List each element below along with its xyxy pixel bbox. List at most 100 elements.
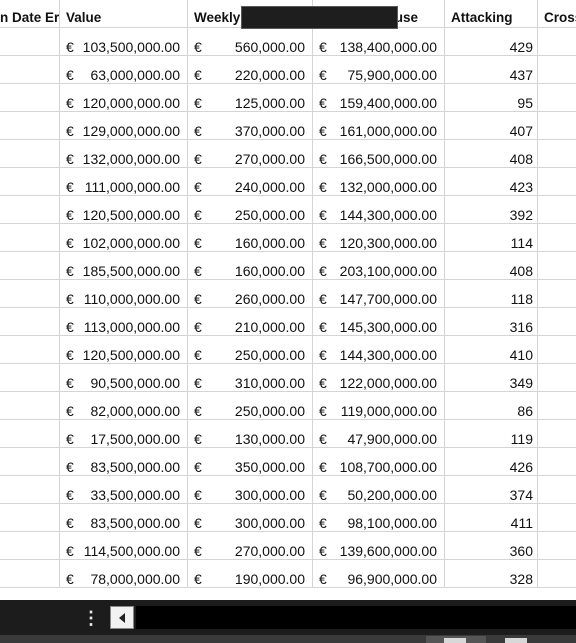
cell-cross[interactable] [538,336,576,364]
cell-date[interactable] [0,56,60,84]
cell-attacking[interactable]: 114 [445,224,538,252]
cell-release-clause[interactable]: €96,900,000.00 [313,560,445,588]
cell-release-clause[interactable]: €166,500,000.00 [313,140,445,168]
cell-attacking[interactable]: 349 [445,364,538,392]
cell-cross[interactable] [538,168,576,196]
cell-attacking[interactable]: 408 [445,252,538,280]
cell-release-clause[interactable]: €139,600,000.00 [313,532,445,560]
cell-weekly-wage[interactable]: €350,000.00 [188,448,313,476]
cell-date[interactable] [0,168,60,196]
cell-cross[interactable] [538,532,576,560]
cell-date[interactable] [0,336,60,364]
cell-weekly-wage[interactable]: €190,000.00 [188,560,313,588]
cell-cross[interactable] [538,560,576,588]
cell-value[interactable]: €90,500,000.00 [60,364,188,392]
cell-cross[interactable] [538,476,576,504]
cell-release-clause[interactable]: €98,100,000.00 [313,504,445,532]
cell-release-clause[interactable]: €132,000,000.00 [313,168,445,196]
cell-release-clause[interactable]: €145,300,000.00 [313,308,445,336]
cell-weekly-wage[interactable]: €250,000.00 [188,196,313,224]
cell-release-clause[interactable]: €75,900,000.00 [313,56,445,84]
cell-value[interactable]: €83,500,000.00 [60,448,188,476]
cell-date[interactable] [0,420,60,448]
cell-cross[interactable] [538,364,576,392]
cell-cross[interactable] [538,448,576,476]
cell-release-clause[interactable]: €203,100,000.00 [313,252,445,280]
cell-value[interactable]: €114,500,000.00 [60,532,188,560]
cell-value[interactable]: €120,500,000.00 [60,336,188,364]
cell-date[interactable] [0,224,60,252]
cell-release-clause[interactable]: €108,700,000.00 [313,448,445,476]
cell-cross[interactable] [538,280,576,308]
cell-weekly-wage[interactable]: €370,000.00 [188,112,313,140]
cell-date[interactable] [0,448,60,476]
cell-release-clause[interactable]: €144,300,000.00 [313,336,445,364]
horizontal-scrollbar-track[interactable] [136,606,576,629]
cell-date[interactable] [0,504,60,532]
cell-weekly-wage[interactable]: €210,000.00 [188,308,313,336]
cell-date[interactable] [0,308,60,336]
cell-value[interactable]: €111,000,000.00 [60,168,188,196]
cell-attacking[interactable]: 316 [445,308,538,336]
cell-cross[interactable] [538,252,576,280]
cell-weekly-wage[interactable]: €240,000.00 [188,168,313,196]
cell-attacking[interactable]: 407 [445,112,538,140]
cell-attacking[interactable]: 328 [445,560,538,588]
cell-date[interactable] [0,84,60,112]
cell-attacking[interactable]: 426 [445,448,538,476]
cell-weekly-wage[interactable]: €250,000.00 [188,336,313,364]
cell-weekly-wage[interactable]: €160,000.00 [188,224,313,252]
cell-weekly-wage[interactable]: €300,000.00 [188,504,313,532]
cell-release-clause[interactable]: €147,700,000.00 [313,280,445,308]
cell-weekly-wage[interactable]: €560,000.00 [188,28,313,56]
cell-value[interactable]: €63,000,000.00 [60,56,188,84]
cell-attacking[interactable]: 86 [445,392,538,420]
cell-cross[interactable] [538,392,576,420]
cell-value[interactable]: €82,000,000.00 [60,392,188,420]
cell-release-clause[interactable]: €159,400,000.00 [313,84,445,112]
cell-value[interactable]: €83,500,000.00 [60,504,188,532]
cell-date[interactable] [0,28,60,56]
cell-cross[interactable] [538,420,576,448]
cell-value[interactable]: €17,500,000.00 [60,420,188,448]
cell-value[interactable]: €33,500,000.00 [60,476,188,504]
cell-attacking[interactable]: 119 [445,420,538,448]
status-bar-tab-2[interactable] [505,638,527,643]
cell-attacking[interactable]: 437 [445,56,538,84]
cell-weekly-wage[interactable]: €260,000.00 [188,280,313,308]
cell-date[interactable] [0,280,60,308]
cell-value[interactable]: €132,000,000.00 [60,140,188,168]
cell-attacking[interactable]: 95 [445,84,538,112]
cell-attacking[interactable]: 118 [445,280,538,308]
cell-weekly-wage[interactable]: €220,000.00 [188,56,313,84]
cell-date[interactable] [0,364,60,392]
cell-cross[interactable] [538,112,576,140]
cell-weekly-wage[interactable]: €310,000.00 [188,364,313,392]
cell-weekly-wage[interactable]: €125,000.00 [188,84,313,112]
cell-cross[interactable] [538,196,576,224]
cell-attacking[interactable]: 423 [445,168,538,196]
cell-release-clause[interactable]: €47,900,000.00 [313,420,445,448]
cell-date[interactable] [0,140,60,168]
cell-value[interactable]: €103,500,000.00 [60,28,188,56]
cell-cross[interactable] [538,224,576,252]
cell-cross[interactable] [538,84,576,112]
cell-date[interactable] [0,476,60,504]
header-cell-cross[interactable]: Cross [538,0,576,28]
cell-value[interactable]: €120,000,000.00 [60,84,188,112]
cell-cross[interactable] [538,504,576,532]
cell-weekly-wage[interactable]: €270,000.00 [188,532,313,560]
cell-cross[interactable] [538,140,576,168]
cell-value[interactable]: €102,000,000.00 [60,224,188,252]
cell-release-clause[interactable]: €161,000,000.00 [313,112,445,140]
cell-date[interactable] [0,252,60,280]
cell-release-clause[interactable]: €119,000,000.00 [313,392,445,420]
header-cell-value[interactable]: Value [60,0,188,28]
cell-cross[interactable] [538,56,576,84]
header-cell-attacking[interactable]: Attacking [445,0,538,28]
more-options-icon[interactable]: ⋮ [82,608,100,628]
cell-attacking[interactable]: 374 [445,476,538,504]
cell-attacking[interactable]: 411 [445,504,538,532]
cell-date[interactable] [0,112,60,140]
cell-value[interactable]: €110,000,000.00 [60,280,188,308]
